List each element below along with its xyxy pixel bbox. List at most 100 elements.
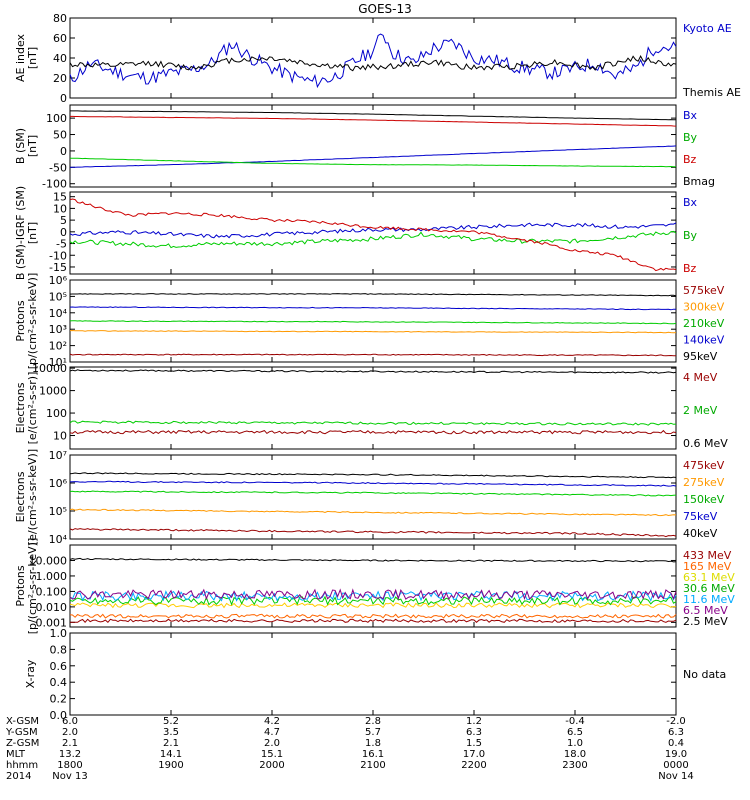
series-line-bz (69, 198, 677, 272)
legend-entry: Bx (683, 196, 698, 209)
panel-protons1: 10¹ 10² 10³ 10⁴ 10⁵ 10⁶ Protons [p/(cm²-s-sr-ke… (14, 273, 725, 370)
series-line-bz (70, 115, 677, 127)
legend-entry: 575keV (683, 284, 725, 297)
ephem-value: 1800 (57, 760, 82, 771)
legend-entry: Bx (683, 109, 698, 122)
panel-frame (69, 632, 677, 716)
series-line-bmag (70, 110, 676, 121)
series-line-150kev (69, 490, 677, 497)
ephem-row-label: Y-GSM (5, 727, 38, 738)
panel-electrons2: 10⁴ 10⁵ 10⁶ 10⁷ Electrons [e/(cm²-s-sr-keV)] 4… (14, 449, 725, 546)
y-axis-label: [nT] (26, 222, 39, 244)
y-tick-label: 60 (53, 32, 67, 45)
ephem-value: 16.1 (362, 749, 384, 760)
series-line-30.6-mev (69, 595, 677, 606)
legend-entry: Kyoto AE (683, 22, 732, 35)
y-tick-label: 10⁶ (49, 477, 68, 490)
y-tick-label: 0.0 (50, 709, 68, 722)
ephem-value: 14.1 (160, 749, 182, 760)
ephem-value: 1.0 (567, 738, 583, 749)
ephem-value: 2200 (461, 760, 486, 771)
y-axis-label: Protons (14, 565, 27, 606)
series-line-275kev (69, 508, 677, 517)
legend-entry: By (683, 229, 698, 242)
y-tick-label: 10⁵ (49, 505, 67, 518)
panel-frame (69, 366, 677, 450)
series-line-165-mev (69, 613, 677, 619)
ephem-value: 2000 (259, 760, 284, 771)
y-tick-label: 1.000 (36, 570, 68, 583)
y-axis-label: [p/(cm²-s-sr-keV)] (26, 538, 39, 635)
ephem-value: -0.4 (565, 716, 585, 727)
panel-bsm: -100 -50 0 50 100 B (SM) [nT] Bx By Bz Bmag (14, 104, 715, 191)
y-axis-label: B (SM)-IGRF (SM) (14, 186, 27, 280)
y-tick-label: 10² (49, 340, 67, 353)
series-line-433-mev (69, 618, 677, 624)
y-tick-label: 10⁷ (49, 449, 67, 462)
y-tick-label: 0 (60, 145, 67, 158)
y-tick-label: 80 (53, 12, 67, 25)
panel-frame (69, 191, 677, 275)
y-tick-label: -100 (42, 178, 67, 191)
series-line-themis-ae (69, 55, 677, 72)
ephem-value: 1900 (158, 760, 183, 771)
ephem-value: 5.2 (163, 716, 179, 727)
legend-entry: Bz (683, 262, 697, 275)
ephem-value: 0.4 (668, 738, 684, 749)
legend-entry: 150keV (683, 493, 725, 506)
y-axis-label: B (SM) (14, 128, 27, 164)
ephem-value: -2.0 (666, 716, 686, 727)
ephem-value: 1.8 (365, 738, 381, 749)
ephem-value: 6.5 (567, 727, 583, 738)
ephem-value: 13.2 (59, 749, 81, 760)
legend-entry: 11.6 MeV (683, 593, 735, 606)
ephem-value: 2.8 (365, 716, 381, 727)
legend-entry: 4 MeV (683, 371, 718, 384)
series-line-475kev (69, 528, 677, 538)
y-tick-label: 0 (60, 226, 67, 239)
ephem-value: 6.3 (466, 727, 482, 738)
y-tick-label: 1.0 (50, 627, 68, 640)
legend-entry: Bz (683, 153, 697, 166)
ephem-value: 5.7 (365, 727, 381, 738)
ephem-value: 2.1 (163, 738, 179, 749)
y-tick-label: -50 (49, 161, 67, 174)
legend-entry: 140keV (683, 334, 725, 347)
end-date-label: Nov 14 (658, 771, 693, 782)
series-line-95kev (69, 293, 677, 297)
y-tick-label: 10000 (32, 362, 67, 375)
legend-entry: Bmag (683, 175, 715, 188)
legend-entry: 40keV (683, 527, 718, 540)
y-tick-label: 10⁴ (49, 533, 68, 546)
start-date-label: Nov 13 (52, 771, 87, 782)
y-tick-label: 0 (60, 92, 67, 105)
ephem-value: 0000 (663, 760, 688, 771)
y-tick-label: 10⁶ (49, 274, 68, 287)
ephem-value: 6.0 (62, 716, 78, 727)
ephem-value: 15.1 (261, 749, 283, 760)
panel-ae: 0 20 40 60 80 AE index [nT] Kyoto AE Themis AE (14, 12, 741, 105)
series-line-575kev (69, 353, 676, 357)
legend-entry: 75keV (683, 510, 718, 523)
legend-entry: 210keV (683, 317, 725, 330)
panel-electrons1: 10 100 1000 10000 Electrons [e/(cm²-s-sr)] 4 M… (14, 362, 728, 450)
series-line-2.5-mev (69, 557, 677, 563)
series-line-2-mev (69, 420, 677, 426)
y-tick-label: 1000 (39, 385, 67, 398)
y-axis-label: [nT] (26, 135, 39, 157)
series-line-bx (69, 222, 677, 239)
series-line-kyoto-ae (69, 33, 677, 89)
series-line-140kev (69, 306, 677, 311)
y-tick-label: -15 (49, 261, 67, 274)
legend-entry: Themis AE (682, 86, 741, 99)
y-tick-label: 10³ (49, 323, 67, 336)
series-line-63.1-mev (69, 602, 677, 609)
no-data-label: No data (683, 668, 726, 681)
legend-entry: 433 MeV (683, 549, 732, 562)
y-axis-label: [e/(cm²-s-sr-keV)] (26, 449, 39, 545)
series-line-300kev (69, 329, 677, 334)
y-axis-label: X-ray (24, 659, 37, 688)
y-tick-label: 0.001 (36, 616, 68, 629)
y-tick-label: 10.000 (29, 554, 68, 567)
